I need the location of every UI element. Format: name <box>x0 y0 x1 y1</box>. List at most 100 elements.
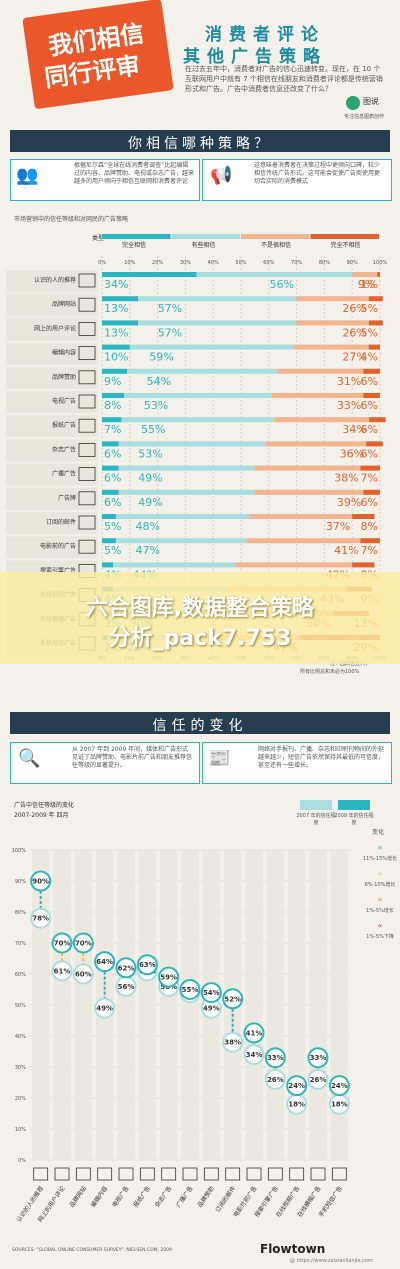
chart1-category-label: 编辑内容 <box>52 349 76 357</box>
chart1-category-icon <box>78 394 96 409</box>
chart1-category-label: 品牌赞助 <box>52 373 76 381</box>
chart1-category-icon <box>78 346 96 360</box>
chart2-category-icon <box>182 1167 198 1181</box>
chart1-bar <box>266 441 367 447</box>
logo-icon <box>346 96 360 110</box>
chart1-bar <box>113 562 236 568</box>
chart2-point-2007 <box>94 997 116 1019</box>
chart1-category-label: 订阅的邮件 <box>46 518 76 526</box>
chart2-tick-label: 100% <box>12 848 27 854</box>
watermark-band <box>0 572 400 664</box>
chart1-row-bg <box>6 463 98 486</box>
chart2-value-2007: 18% <box>288 1101 305 1109</box>
chart1-bar <box>360 538 380 544</box>
chart2-value-2009: 64% <box>96 958 113 966</box>
chart1-bar <box>118 465 255 471</box>
chart1-axis-label: 类型 <box>92 234 104 242</box>
chart2-value-2009: 70% <box>75 940 92 948</box>
chart1-value-label: 34% <box>104 278 128 291</box>
chart2-value-2007: 49% <box>96 1005 113 1013</box>
chart1-category-icon <box>78 442 96 457</box>
chart1-bar <box>368 296 383 302</box>
chart1-bar <box>102 272 197 277</box>
chart1-tick-top: 0% <box>98 260 106 266</box>
chart1-category-icon <box>78 370 96 385</box>
chart2-category-label: 广播广告 <box>174 1185 194 1209</box>
chart1-value-label: 56% <box>270 278 294 291</box>
chart1-value-label: 9% <box>358 278 375 291</box>
chart2-category-icon <box>54 1167 70 1181</box>
chart1-category-icon <box>78 491 96 506</box>
chart1-bar <box>352 514 375 519</box>
chart1-bar <box>127 368 278 374</box>
chart2-tick-label: 40% <box>15 1034 26 1040</box>
chart2-column-bg <box>53 850 71 1160</box>
chart2-point-2009 <box>158 966 180 988</box>
chart1-bar <box>271 393 364 398</box>
chart2-change-arrow: « <box>378 869 383 878</box>
chart2-category-label: 编辑内容 <box>89 1185 109 1209</box>
chart1-tick-top: 100% <box>373 260 388 266</box>
chart1-value-label: 49% <box>138 496 162 509</box>
chart2-category-icon <box>97 1167 113 1181</box>
chart2-point-2007 <box>307 1068 329 1090</box>
chart2-category-icon <box>75 1167 91 1181</box>
chart2-value-2009: 41% <box>246 1029 263 1037</box>
chart1-value-label: 49% <box>138 472 162 485</box>
chart2-point-2009 <box>136 954 158 976</box>
chart1-value-label: 6% <box>361 447 378 460</box>
section2-title-bar <box>10 712 390 734</box>
section2-left-text: 从 2007 年到 2009 年间，媒体和广告形式见证了品牌赞助、电影片前广告和… <box>72 746 193 769</box>
chart1-category-icon <box>78 322 96 336</box>
chart1-footnote-2: 所有比例总和未必为100% <box>300 669 360 675</box>
chart2-tick-label: 70% <box>15 941 26 947</box>
chart1-row-bg <box>6 342 98 365</box>
chart2-value-2007: 49% <box>203 1005 220 1013</box>
chart2-value-2009: 33% <box>267 1054 284 1062</box>
chart1-category-label: 广播广告 <box>52 470 76 478</box>
chart1-tick-top: 20% <box>152 260 163 266</box>
chart1-value-label: 10% <box>104 351 128 364</box>
chart1-legend-label: 完全不相信 <box>331 241 361 249</box>
chart2-value-2007: 61% <box>54 967 71 975</box>
chart1-value-label: 1% <box>361 278 378 291</box>
chart1-category-label: 广告牌 <box>58 494 76 502</box>
section1-left-box <box>10 159 200 201</box>
legend-2007: 2007 年的信任程度 <box>296 813 336 826</box>
legend-2009-swatch <box>338 800 370 810</box>
chart1-legend-swatch <box>310 234 379 239</box>
chart1-category-icon <box>78 273 96 288</box>
chart2-category-icon <box>289 1167 305 1181</box>
chart1-bar <box>360 465 380 471</box>
section1-right-text: 这意味着消费者在决策过程中更倾向口碑，较少相信传统广告形式。这可能会促使广告商使… <box>254 162 381 185</box>
people-icon: 👥 <box>16 165 39 186</box>
chart1-value-label: 41% <box>334 544 358 557</box>
chart1-value-label: 39% <box>337 496 361 509</box>
chart1-category-label: 认识的人的推荐 <box>34 276 76 284</box>
chart2-value-2009: 24% <box>331 1082 348 1090</box>
chart1-svg: 类型完全相信有些相信不是很相信完全不相信0%0%10%10%20%20%30%3… <box>6 234 388 662</box>
chart1-value-label: 6% <box>104 447 121 460</box>
chart2-point-2009 <box>328 1075 350 1097</box>
chart1-category-label: 电视广告 <box>52 397 76 405</box>
chart1-bar <box>102 465 119 471</box>
chart1-bar <box>118 441 267 447</box>
chart2-point-2009 <box>72 932 94 954</box>
chart1-bar <box>121 417 275 423</box>
chart2-column-bg <box>309 850 327 1160</box>
chart1-category-icon <box>78 297 96 312</box>
chart1-value-label: 26% <box>342 302 366 315</box>
chart2-value-2007: 26% <box>267 1076 284 1084</box>
chart2-value-2009: 59% <box>160 974 177 982</box>
chart1-category-icon <box>78 515 96 530</box>
chart1-row-bg <box>6 270 98 293</box>
chart1-value-label: 7% <box>361 544 378 557</box>
chart1-bar <box>124 393 272 398</box>
chart1-bar <box>138 320 297 326</box>
ad-icon: 📢 <box>210 165 233 186</box>
change-legend-title: 变化 <box>372 829 385 836</box>
chart1-value-label: 4% <box>361 351 378 364</box>
chart2-change-label: 1%-5%增长 <box>366 907 394 914</box>
chart1-value-label: 31% <box>337 375 361 388</box>
chart2-value-2007: 26% <box>310 1076 327 1084</box>
